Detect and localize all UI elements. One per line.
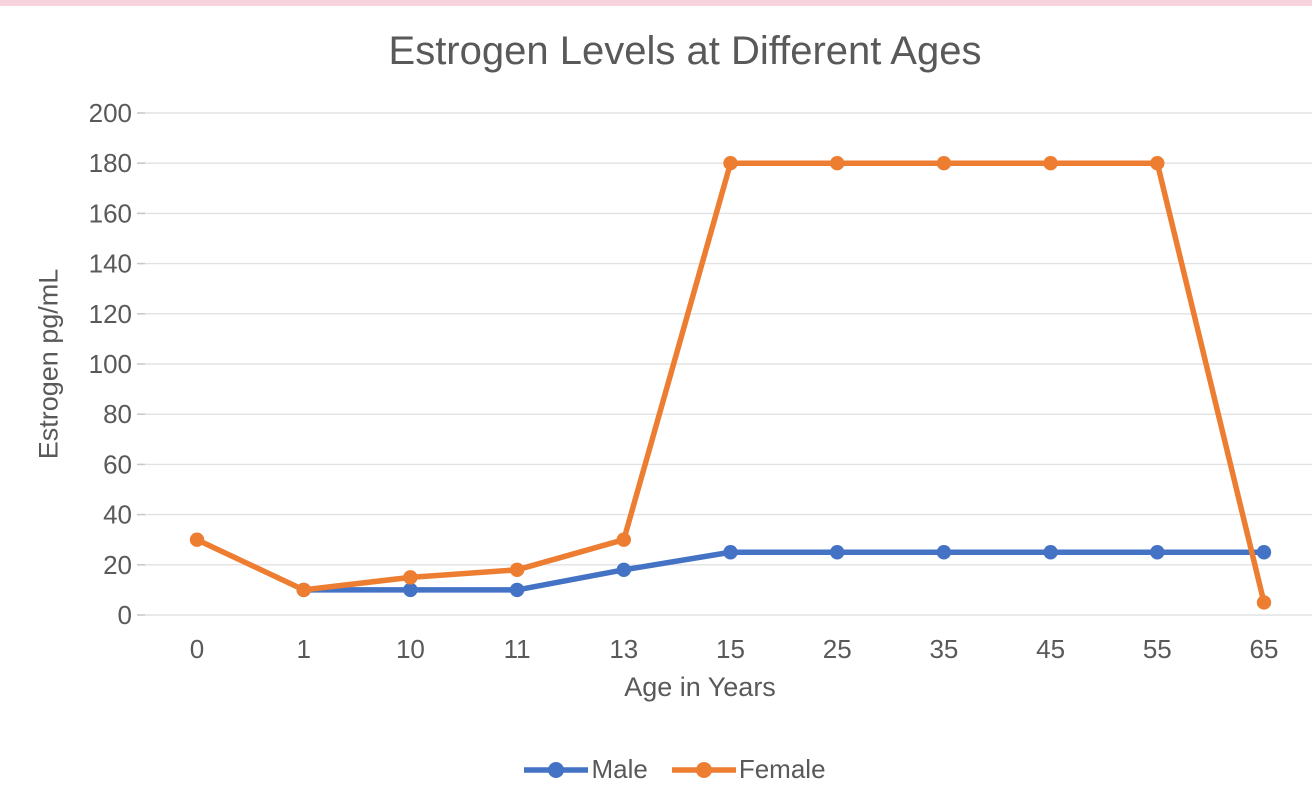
x-tick-label: 1 bbox=[296, 634, 310, 664]
chart-legend: Male Female bbox=[0, 754, 1312, 785]
female-data-point-marker bbox=[616, 532, 631, 547]
x-tick-label: 55 bbox=[1143, 634, 1172, 664]
male-data-point-marker bbox=[830, 545, 845, 560]
x-tick-label: 10 bbox=[396, 634, 425, 664]
x-tick-label: 45 bbox=[1036, 634, 1065, 664]
female-data-point-marker bbox=[936, 156, 952, 171]
legend-label: Female bbox=[738, 754, 826, 784]
y-tick-label: 120 bbox=[89, 299, 132, 329]
y-tick-label: 100 bbox=[89, 349, 132, 379]
y-tick-label: 0 bbox=[118, 600, 132, 630]
legend-label: Male bbox=[591, 754, 648, 784]
male-data-point-marker bbox=[509, 582, 525, 598]
legend-item-male: Male bbox=[524, 754, 648, 785]
legend-item-female: Female bbox=[671, 754, 826, 785]
male-data-point-marker bbox=[1043, 545, 1058, 560]
y-tick-label: 60 bbox=[103, 449, 132, 479]
female-data-point-marker bbox=[1043, 156, 1058, 171]
x-tick-label: 13 bbox=[609, 634, 638, 664]
female-data-point-marker bbox=[296, 582, 311, 598]
chart-title: Estrogen Levels at Different Ages bbox=[388, 29, 982, 73]
x-tick-label: 11 bbox=[504, 634, 531, 664]
y-tick-label: 20 bbox=[103, 550, 132, 580]
legend-swatch-male-icon bbox=[524, 761, 589, 778]
y-tick-label: 200 bbox=[89, 98, 132, 128]
female-data-point-marker bbox=[1150, 156, 1165, 171]
top-border-strip bbox=[0, 0, 1312, 6]
male-data-point-marker bbox=[1150, 545, 1165, 560]
female-data-point-marker bbox=[723, 156, 738, 171]
y-tick-label: 140 bbox=[89, 249, 132, 279]
x-tick-label: 35 bbox=[929, 634, 958, 664]
male-data-point-marker bbox=[403, 582, 418, 598]
female-series-line bbox=[194, 160, 1267, 606]
x-tick-label: 65 bbox=[1250, 634, 1279, 664]
male-data-point-marker bbox=[723, 545, 738, 560]
male-series-line bbox=[300, 549, 1267, 593]
y-tick-label: 40 bbox=[103, 500, 132, 530]
x-tick-label: 0 bbox=[190, 634, 204, 664]
male-data-point-marker bbox=[936, 545, 952, 560]
male-data-point-marker bbox=[616, 562, 631, 578]
legend-swatch-female-icon bbox=[671, 761, 736, 778]
x-tick-label: 25 bbox=[823, 634, 852, 664]
y-tick-label: 180 bbox=[89, 148, 132, 178]
x-tick-label: 15 bbox=[716, 634, 745, 664]
x-axis-title: Age in Years bbox=[624, 672, 776, 702]
female-data-point-marker bbox=[509, 562, 525, 578]
y-tick-label: 80 bbox=[103, 399, 132, 429]
female-data-point-marker bbox=[830, 156, 845, 171]
female-data-point-marker bbox=[403, 570, 418, 585]
male-data-point-marker bbox=[1256, 545, 1272, 560]
female-data-point-marker bbox=[1256, 595, 1272, 610]
female-data-point-marker bbox=[189, 532, 205, 547]
y-tick-label: 160 bbox=[89, 198, 132, 228]
